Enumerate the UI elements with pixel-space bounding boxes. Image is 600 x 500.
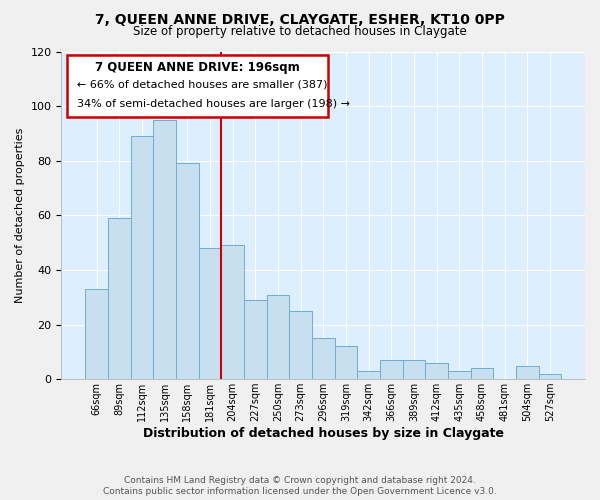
Bar (85, 289, 108, 379)
Bar (357, 371, 380, 379)
Bar (199, 248, 221, 379)
Bar (539, 374, 561, 379)
FancyBboxPatch shape (67, 55, 328, 117)
Bar (335, 346, 357, 379)
Text: 34% of semi-detached houses are larger (198) →: 34% of semi-detached houses are larger (… (77, 99, 350, 109)
Bar (380, 360, 403, 379)
Bar (403, 360, 425, 379)
Bar (289, 311, 312, 379)
Text: 7, QUEEN ANNE DRIVE, CLAYGATE, ESHER, KT10 0PP: 7, QUEEN ANNE DRIVE, CLAYGATE, ESHER, KT… (95, 12, 505, 26)
Text: ← 66% of detached houses are smaller (387): ← 66% of detached houses are smaller (38… (77, 80, 328, 90)
Bar (176, 164, 199, 379)
Bar (108, 218, 131, 379)
Bar (266, 294, 289, 379)
Text: Contains HM Land Registry data © Crown copyright and database right 2024.: Contains HM Land Registry data © Crown c… (124, 476, 476, 485)
Bar (131, 136, 153, 379)
Bar (470, 368, 493, 379)
Y-axis label: Number of detached properties: Number of detached properties (15, 128, 25, 303)
Text: 7 QUEEN ANNE DRIVE: 196sqm: 7 QUEEN ANNE DRIVE: 196sqm (95, 62, 300, 74)
Bar (312, 338, 335, 379)
Bar (516, 366, 539, 379)
Bar (425, 363, 448, 379)
X-axis label: Distribution of detached houses by size in Claygate: Distribution of detached houses by size … (143, 427, 504, 440)
Bar (244, 300, 266, 379)
Bar (221, 246, 244, 379)
Text: Size of property relative to detached houses in Claygate: Size of property relative to detached ho… (133, 25, 467, 38)
Text: Contains public sector information licensed under the Open Government Licence v3: Contains public sector information licen… (103, 487, 497, 496)
Bar (153, 120, 176, 379)
Bar (448, 371, 470, 379)
